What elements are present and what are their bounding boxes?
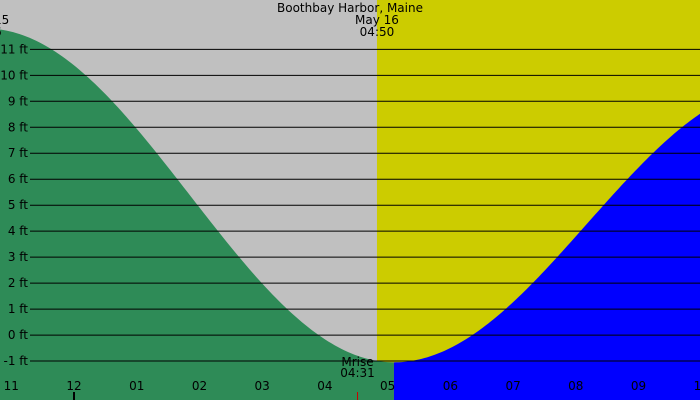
x-tick-label: 03 [255,379,270,393]
chart-title: Boothbay Harbor, Maine [277,1,423,15]
tick-markers [73,392,359,400]
x-tick-label: 02 [192,379,207,393]
gridlines [30,48,700,362]
x-tick-label: 12 [66,379,81,393]
x-tick-label: 01 [129,379,144,393]
y-tick-label: 11 ft [0,42,28,56]
y-tick-label: 1 ft [8,302,28,316]
x-tick-label: 04 [317,379,332,393]
rising-tide-area [393,113,700,400]
y-tick-label: 3 ft [8,250,28,264]
y-tick-label: 7 ft [8,146,28,160]
y-tick-label: -1 ft [4,354,29,368]
falling-tide-area [0,29,394,400]
x-tick-label: 05 [380,379,395,393]
x-tick-label: 10 [694,379,700,393]
y-tick-label: 10 ft [0,68,28,82]
moon-event-label: 04:31 [340,366,375,380]
x-tick-label: 09 [631,379,646,393]
moon-event-label: Mrise [341,355,373,369]
top-label: 04:50 [360,25,395,39]
tide-area-layer [0,29,700,400]
y-tick-label: 8 ft [8,120,28,134]
top-label: May 16 [355,13,399,27]
x-tick-labels: 11 12 01 02 03 04 05 06 07 08 09 10 [4,379,700,393]
y-tick-labels: -1 ft 0 ft 1 ft 2 ft 3 ft 4 ft 5 ft 6 ft 7 ft 8 f… [0,42,28,368]
y-tick-label: 6 ft [8,172,28,186]
x-tick-label: 06 [443,379,458,393]
x-tick-label: 11 [4,379,19,393]
x-tick-label: 07 [505,379,520,393]
x-tick-label: 08 [568,379,583,393]
y-tick-label: 4 ft [8,224,28,238]
top-label: 15 [0,13,9,27]
top-label: 6 [0,25,2,39]
y-tick-label: 9 ft [8,94,28,108]
y-tick-label: 0 ft [8,328,28,342]
y-tick-label: 5 ft [8,198,28,212]
y-tick-label: 2 ft [8,276,28,290]
